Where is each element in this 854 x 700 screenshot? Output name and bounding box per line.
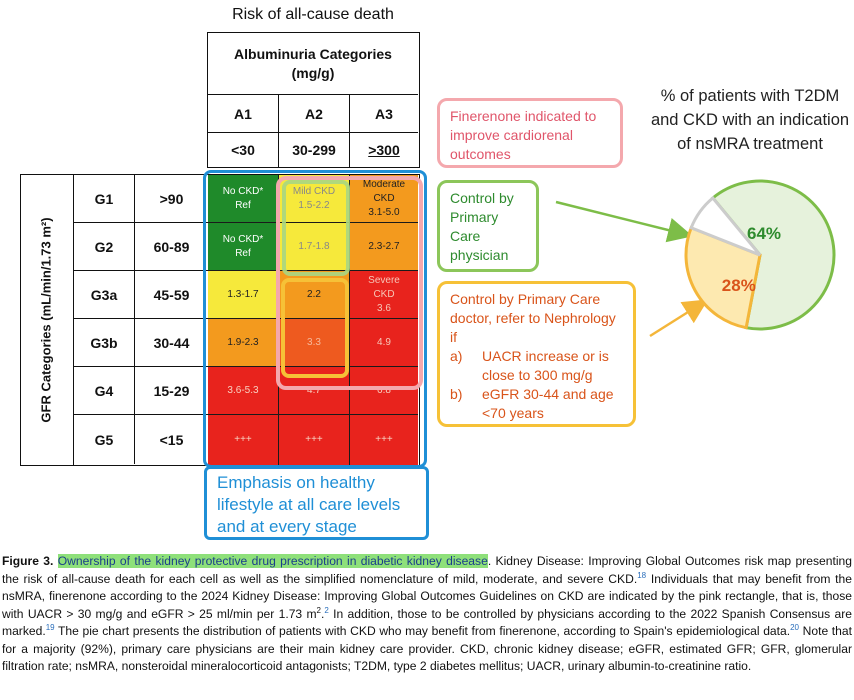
albuminuria-code: A1 xyxy=(208,95,279,132)
gfr-code: G5 xyxy=(74,415,135,464)
arrow-nephrology xyxy=(649,299,709,338)
gfr-axis-box: GFR Categories (mL/min/1.73 m²) xyxy=(20,174,74,466)
gfr-range: 15-29 xyxy=(153,382,190,399)
finerenone-callout: Finerenone indicated to improve cardiore… xyxy=(437,98,623,168)
pie-slice-label: 64% xyxy=(747,224,781,243)
gfr-row-label: G2 60-89 xyxy=(74,223,208,271)
caption-text: . Kidney Disease: Improving Global Outco… xyxy=(2,554,852,586)
gfr-code: G3b xyxy=(74,319,135,366)
caption-text: Note that for a majority (92%), primary … xyxy=(2,624,852,673)
nephrology-item-a: a) UACR increase or is close to 300 mg/g xyxy=(450,348,609,383)
gfr-row-label: G3a 45-59 xyxy=(74,271,208,319)
finerenone-outline xyxy=(276,176,423,390)
caption-text: Individuals that may benefit from the ns… xyxy=(2,571,852,621)
caption-highlight: Ownership of the kidney protective drug … xyxy=(57,554,488,568)
risk-cell: 2.3-2.7 xyxy=(350,223,418,271)
risk-cell: 4.9 xyxy=(350,319,418,367)
caption-sup: 2 xyxy=(316,605,321,615)
risk-cell: 3.6-5.3 xyxy=(208,367,279,415)
risk-cell: No CKD* Ref xyxy=(208,223,279,271)
gfr-row-label: G5 <15 xyxy=(74,415,208,464)
lifestyle-callout: Emphasis on healthy lifestyle at all car… xyxy=(204,466,429,540)
caption-text: In addition, those to be controlled by p… xyxy=(2,606,852,639)
albuminuria-code-row: A1 A2 A3 xyxy=(208,95,418,133)
albuminuria-range-row: <30 30-299 >300 xyxy=(208,133,418,167)
gfr-labels: G1 >90 G2 60-89 G3a 45-59 G3b 30-44 G4 1… xyxy=(74,174,208,466)
albuminuria-code: A2 xyxy=(279,95,350,132)
gfr-range: 60-89 xyxy=(153,238,190,255)
pie-slice xyxy=(710,179,836,331)
caption-ref: 2 xyxy=(324,605,329,615)
caption-ref: 18 xyxy=(637,570,647,580)
gfr-range: 30-44 xyxy=(153,334,190,351)
pie-chart: 64% 28% xyxy=(684,179,836,331)
caption-text: The pie chart presents the distribution … xyxy=(54,624,791,638)
risk-cell: No CKD* Ref xyxy=(208,175,279,223)
caption-ref: 19 xyxy=(45,622,55,632)
figure-label: Figure 3. xyxy=(2,554,54,568)
gfr-range: 45-59 xyxy=(153,286,190,303)
risk-cell: 1.3-1.7 xyxy=(208,271,279,319)
gfr-axis-label: GFR Categories (mL/min/1.73 m²) xyxy=(39,217,54,423)
caption-text: . xyxy=(320,606,325,621)
gfr-code: G2 xyxy=(74,223,135,270)
albuminuria-header-box: Albuminuria Categories (mg/g) A1 A2 A3 <… xyxy=(207,32,420,168)
risk-title: Risk of all-cause death xyxy=(232,6,394,23)
albuminuria-code: A3 xyxy=(375,105,393,122)
gfr-row-label: G3b 30-44 xyxy=(74,319,208,367)
nephrology-callout: Control by Primary Care doctor, refer to… xyxy=(437,281,636,427)
albuminuria-range: 30-299 xyxy=(279,133,350,167)
albuminuria-range: >300 xyxy=(368,142,400,158)
risk-cell: +++ xyxy=(208,415,279,465)
nephrology-intro: Control by Primary Care doctor, refer to… xyxy=(450,291,616,345)
risk-heatmap: No CKD* Ref Mild CKD 1.5-2.2 Moderate CKD 3.… xyxy=(208,174,420,466)
gfr-range: >90 xyxy=(159,190,184,207)
pie-slice xyxy=(684,225,762,330)
risk-cell: Moderate CKD 3.1-5.0 xyxy=(350,175,418,223)
risk-cell: +++ xyxy=(279,415,350,465)
pie-slice-label: 28% xyxy=(722,276,756,295)
risk-cell: 6.8 xyxy=(350,367,418,415)
gfr-code: G4 xyxy=(74,367,135,414)
pie-slice xyxy=(689,195,762,257)
nephrology-outline xyxy=(281,278,349,378)
gfr-row-label: G4 15-29 xyxy=(74,367,208,415)
risk-cell: +++ xyxy=(350,415,418,465)
figure-caption: Figure 3. Ownership of the kidney protec… xyxy=(2,553,852,676)
arrows xyxy=(555,200,709,338)
primary-care-outline xyxy=(282,180,350,276)
gfr-code: G3a xyxy=(74,271,135,318)
primary-care-callout: Control by Primary Care physician xyxy=(437,180,539,272)
gfr-row-label: G1 >90 xyxy=(74,175,208,223)
albuminuria-range: <30 xyxy=(208,133,279,167)
gfr-range: <15 xyxy=(159,431,184,448)
nephrology-item-b: b) eGFR 30-44 and age <70 years xyxy=(450,386,614,421)
risk-cell: Severe CKD 3.6 xyxy=(350,271,418,319)
caption-ref: 20 xyxy=(790,622,799,632)
pie-title: % of patients with T2DM and CKD with an … xyxy=(650,87,850,153)
risk-cell: 3.3 xyxy=(279,319,350,367)
arrow-primary-care xyxy=(555,200,693,243)
gfr-code: G1 xyxy=(74,175,135,222)
albuminuria-header: Albuminuria Categories (mg/g) xyxy=(208,33,418,95)
risk-cell: 1.9-2.3 xyxy=(208,319,279,367)
